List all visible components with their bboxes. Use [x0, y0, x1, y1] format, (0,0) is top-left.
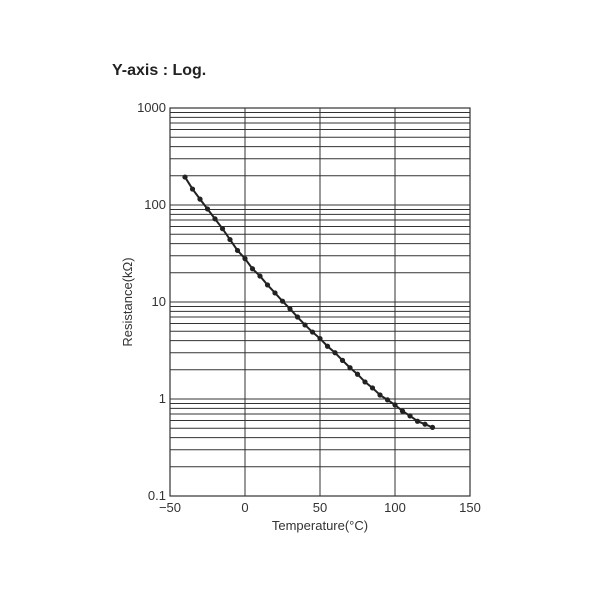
grid-lines	[169, 107, 471, 497]
svg-text:1: 1	[159, 391, 166, 406]
svg-text:0: 0	[241, 500, 248, 515]
svg-text:100: 100	[144, 197, 166, 212]
svg-text:100: 100	[384, 500, 406, 515]
axes	[169, 107, 471, 497]
y-axis-label: Resistance(kΩ)	[120, 257, 135, 346]
data-series	[182, 174, 436, 430]
tick-labels: −50 0 50 100 150 0.1 1 10 100 1000	[137, 100, 481, 515]
svg-text:10: 10	[152, 294, 166, 309]
chart-title: Y-axis : Log.	[112, 62, 207, 79]
svg-text:1000: 1000	[137, 100, 166, 115]
svg-text:50: 50	[313, 500, 327, 515]
svg-text:0.1: 0.1	[148, 488, 166, 503]
svg-text:150: 150	[459, 500, 481, 515]
svg-text:−50: −50	[159, 500, 181, 515]
x-axis-label: Temperature(°C)	[272, 518, 368, 533]
